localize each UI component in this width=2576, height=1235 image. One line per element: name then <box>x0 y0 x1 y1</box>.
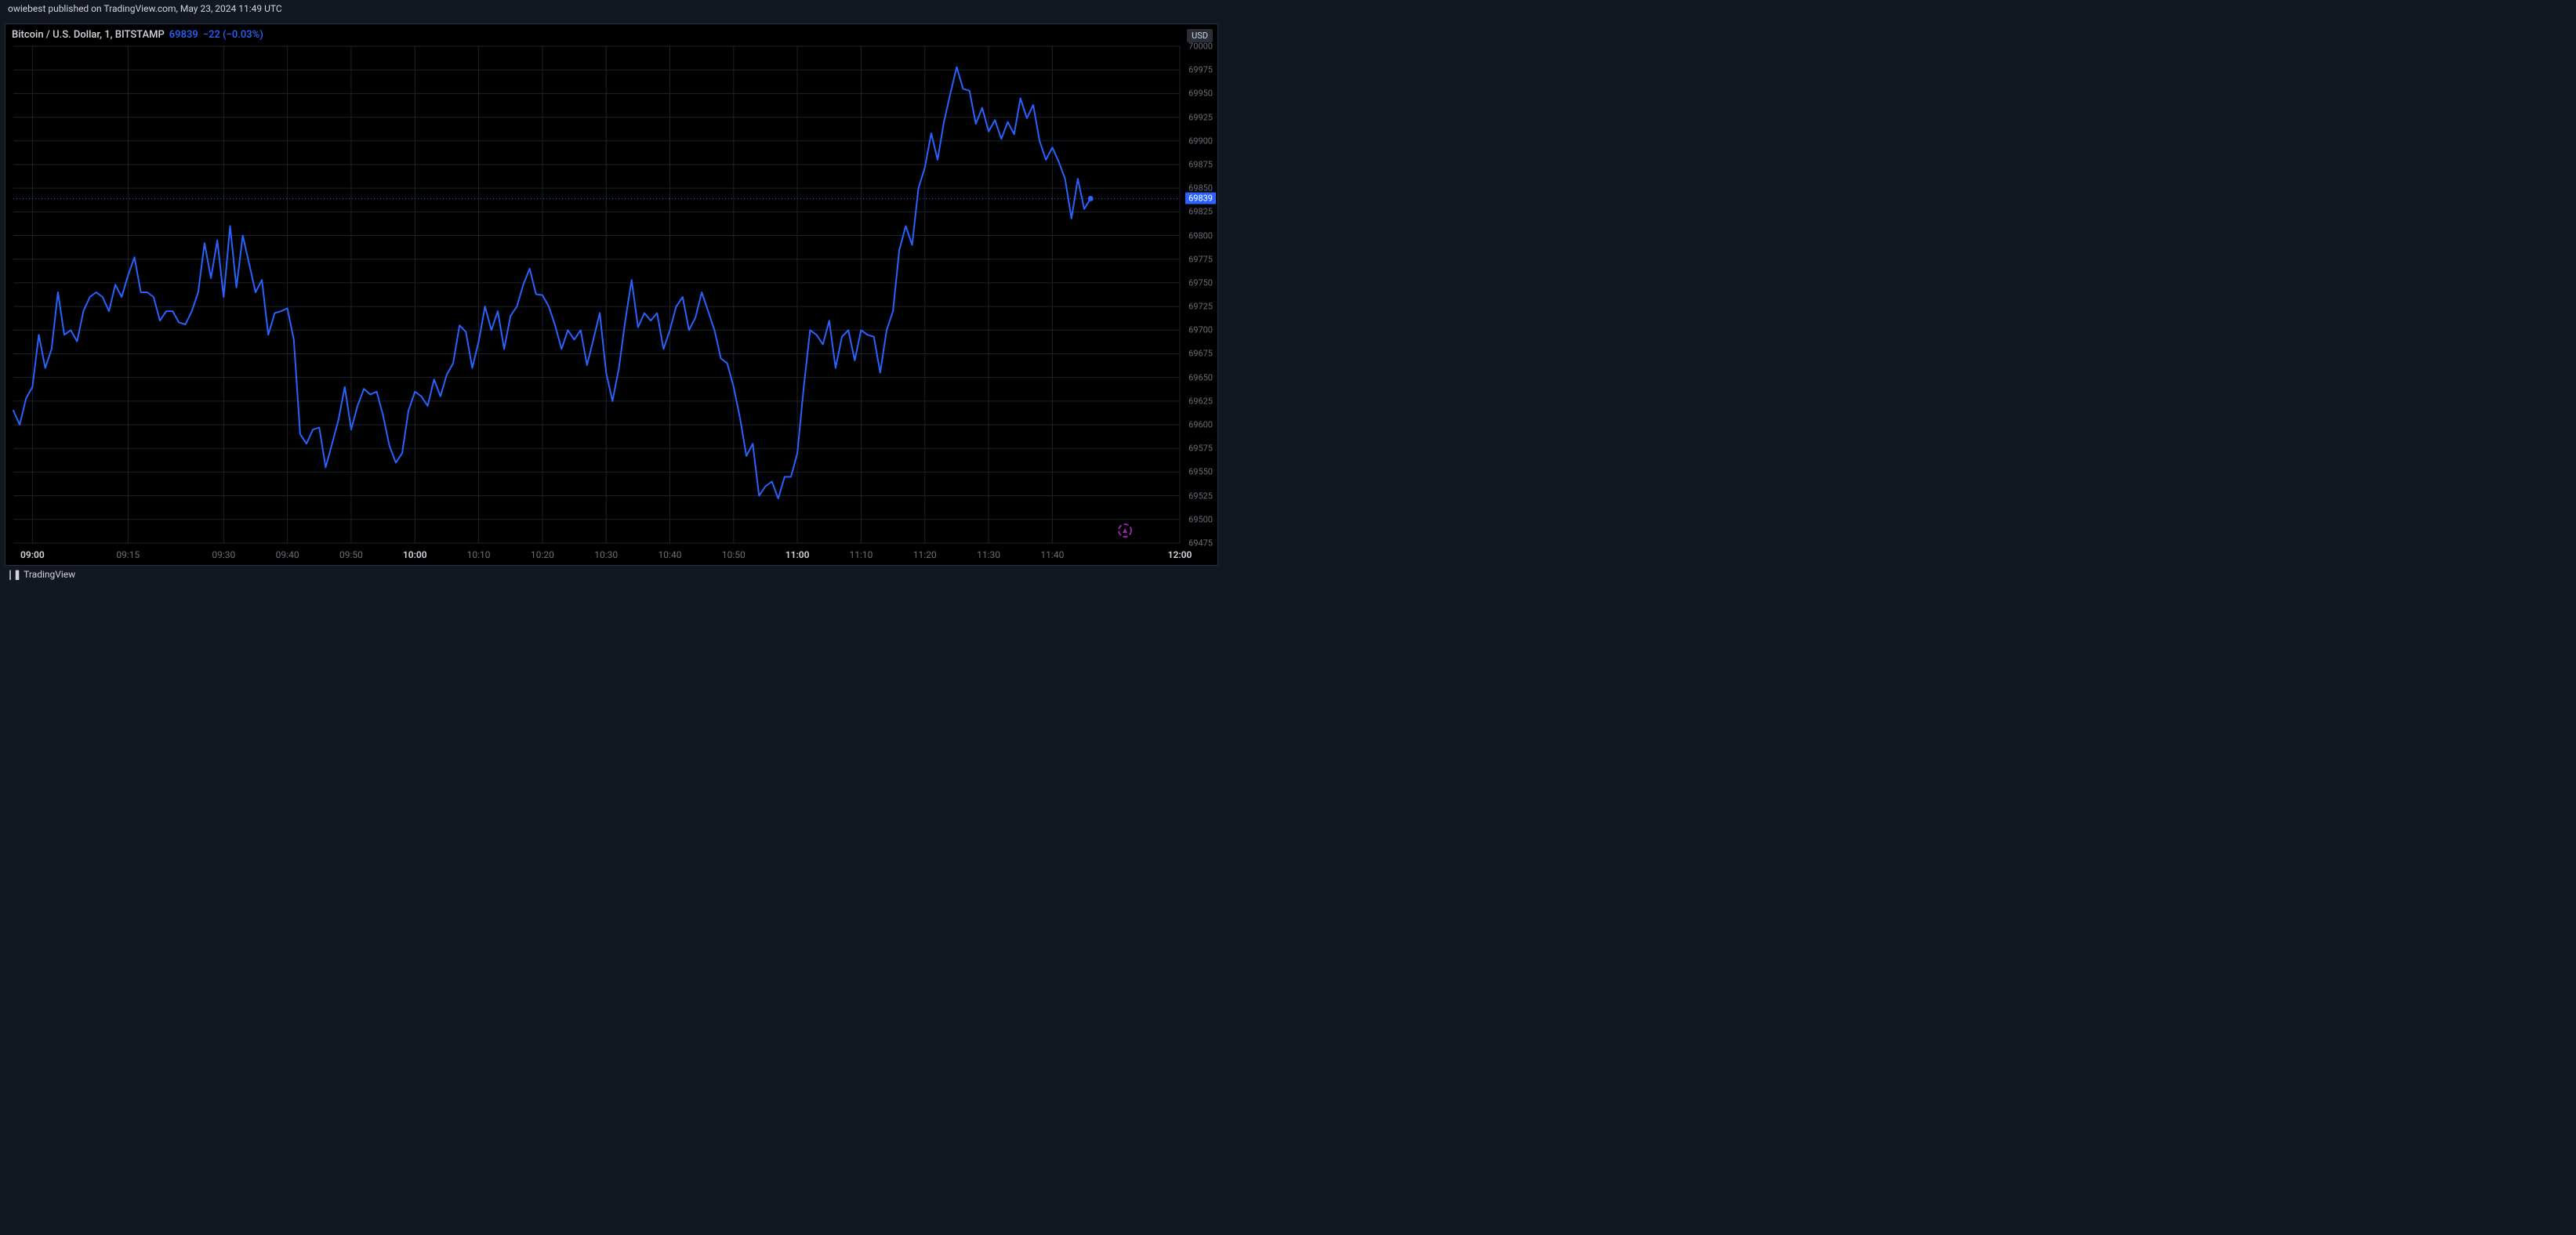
y-axis-tick-label: 69900 <box>1188 136 1213 146</box>
x-axis-tick-label: 09:40 <box>276 549 299 560</box>
y-axis-tick-label: 69975 <box>1188 65 1213 75</box>
y-axis-tick-label: 69500 <box>1188 514 1213 524</box>
x-axis-tick-label: 10:40 <box>659 549 682 560</box>
x-axis-tick-label: 09:15 <box>116 549 140 560</box>
y-axis-tick-label: 69800 <box>1188 230 1213 241</box>
y-axis-tick-label: 69600 <box>1188 420 1213 430</box>
currency-selector[interactable]: USD <box>1187 29 1213 42</box>
symbol-title: Bitcoin / U.S. Dollar, 1, BITSTAMP <box>12 29 165 41</box>
y-axis-tick-label: 69650 <box>1188 372 1213 382</box>
x-axis-tick-label: 11:30 <box>977 549 1000 560</box>
y-axis-tick-label: 69775 <box>1188 254 1213 264</box>
x-axis-tick-label: 12:00 <box>1168 549 1192 560</box>
footer-bar: ❘❚ TradingView <box>0 566 1223 583</box>
x-axis-tick-label: 11:10 <box>849 549 873 560</box>
y-axis-tick-label: 69475 <box>1188 538 1213 549</box>
y-axis-tick-label: 69550 <box>1188 467 1213 477</box>
x-axis-tick-label: 10:50 <box>722 549 746 560</box>
x-axis-tick-label: 09:00 <box>20 549 45 560</box>
y-axis-tick-label: 69875 <box>1188 159 1213 169</box>
last-price: 69839 <box>169 29 198 41</box>
y-axis-tick-label: 69750 <box>1188 277 1213 288</box>
publish-info-text: owiebest published on TradingView.com, M… <box>8 3 282 14</box>
x-axis-tick-label: 10:00 <box>403 549 427 560</box>
y-axis-tick-label: 69625 <box>1188 396 1213 406</box>
price-chart-svg <box>5 24 1219 565</box>
current-price-tag: 69839 <box>1185 193 1216 205</box>
chart-legend: Bitcoin / U.S. Dollar, 1, BITSTAMP 69839… <box>12 29 263 41</box>
y-axis-tick-label: 69575 <box>1188 444 1213 454</box>
chart-container[interactable]: Bitcoin / U.S. Dollar, 1, BITSTAMP 69839… <box>5 24 1218 566</box>
x-axis-tick-label: 10:30 <box>594 549 618 560</box>
y-axis-tick-label: 69925 <box>1188 112 1213 122</box>
snapshot-icon[interactable] <box>1117 523 1133 538</box>
x-axis-tick-label: 10:10 <box>467 549 491 560</box>
x-axis-tick-label: 09:50 <box>339 549 363 560</box>
y-axis-tick-label: 69825 <box>1188 207 1213 217</box>
x-axis-tick-label: 11:00 <box>785 549 810 560</box>
publish-info-bar: owiebest published on TradingView.com, M… <box>0 0 1223 20</box>
x-axis-tick-label: 11:40 <box>1040 549 1064 560</box>
y-axis-tick-label: 69700 <box>1188 325 1213 335</box>
y-axis-tick-label: 69950 <box>1188 89 1213 99</box>
tradingview-logo-icon: ❘❚ <box>6 569 20 580</box>
y-axis-tick-label: 69850 <box>1188 183 1213 194</box>
x-axis-tick-label: 11:20 <box>913 549 937 560</box>
y-axis-tick-label: 70000 <box>1188 42 1213 52</box>
y-axis-tick-label: 69525 <box>1188 491 1213 501</box>
tradingview-brand: TradingView <box>24 569 75 580</box>
x-axis-tick-label: 09:30 <box>212 549 235 560</box>
y-axis-tick-label: 69725 <box>1188 302 1213 312</box>
x-axis-tick-label: 10:20 <box>531 549 554 560</box>
price-change: −22 (−0.03%) <box>203 29 263 41</box>
y-axis-tick-label: 69675 <box>1188 349 1213 359</box>
